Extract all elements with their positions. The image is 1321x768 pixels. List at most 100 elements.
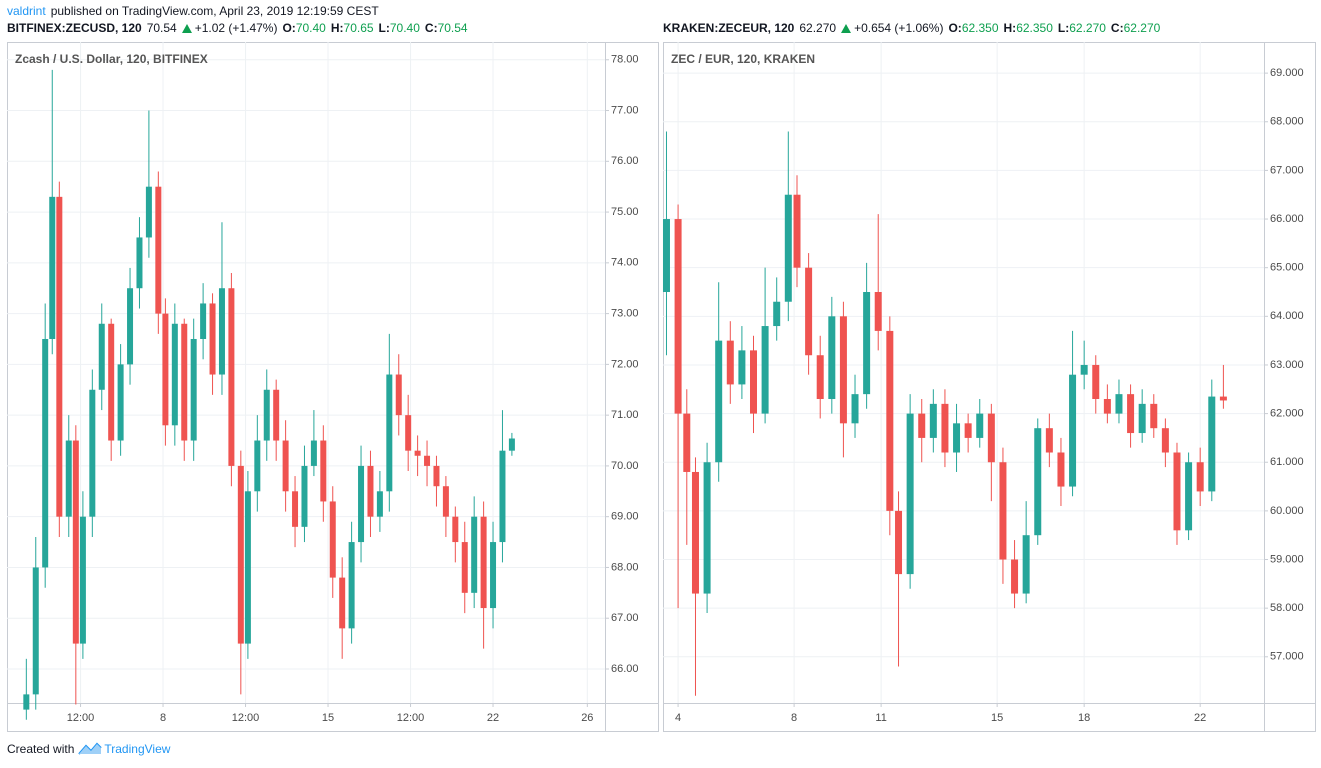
candle-body — [480, 516, 487, 609]
candle-body — [1196, 462, 1204, 492]
high-value: 70.65 — [343, 21, 374, 35]
candle-body — [691, 471, 699, 594]
candle-body — [793, 194, 801, 268]
candle-body — [329, 501, 336, 578]
candle-body — [433, 465, 440, 487]
candle-body — [863, 292, 871, 395]
candle-body — [874, 292, 882, 331]
candle-body — [171, 323, 178, 426]
candle-body — [339, 577, 346, 629]
candle-body — [244, 491, 251, 644]
candle-body — [1208, 396, 1216, 492]
candle-body — [218, 288, 225, 375]
low-label: L: — [378, 21, 390, 35]
candle-body — [953, 423, 961, 453]
candle-body — [1057, 452, 1065, 487]
up-arrow — [841, 23, 852, 33]
y-tick-label: 77.00 — [611, 104, 639, 116]
candle-body — [1219, 396, 1227, 401]
symbol-info: BITFINEX:ZECUSD, 120 70.54 +1.02 (+1.47%… — [7, 21, 468, 35]
candle-body — [662, 219, 670, 293]
x-tick-label: 11 — [875, 712, 886, 724]
x-tick-label: 18 — [1078, 712, 1090, 724]
open-label: O: — [282, 21, 296, 35]
y-tick-label: 73.00 — [611, 308, 639, 320]
last-price: 70.54 — [146, 21, 177, 35]
y-tick-label: 70.00 — [611, 460, 639, 472]
candle-body — [1069, 374, 1077, 487]
candle-body — [773, 301, 781, 327]
candle-body — [964, 423, 972, 438]
y-tick-label: 61.000 — [1270, 456, 1304, 468]
candle-body — [1138, 403, 1146, 434]
open-value: 62.350 — [961, 21, 999, 35]
candle-body — [461, 542, 468, 593]
candle-body — [471, 516, 478, 593]
candle-body — [1045, 428, 1053, 453]
y-tick-label: 75.00 — [611, 206, 639, 218]
candle-body — [918, 413, 926, 438]
y-tick-label: 57.000 — [1270, 651, 1304, 663]
y-tick-label: 74.00 — [611, 257, 639, 269]
y-tick-label: 65.000 — [1270, 262, 1304, 274]
candle-body — [49, 196, 56, 339]
candle-body — [263, 389, 270, 441]
candle-body — [674, 219, 682, 414]
x-tick-label: 15 — [991, 712, 1003, 724]
x-tick-label: 12:00 — [67, 712, 95, 724]
candle-body — [1092, 364, 1100, 400]
symbol-info: KRAKEN:ZECEUR, 120 62.270 +0.654 (+1.06%… — [663, 21, 1160, 35]
candle-body — [89, 389, 96, 517]
brand[interactable]: TradingView — [104, 742, 171, 756]
candle-body — [929, 403, 937, 438]
candle-body — [895, 510, 903, 575]
created-with: Created with — [7, 742, 75, 756]
candle-body — [358, 465, 365, 543]
candle-body — [65, 440, 72, 517]
candle-body — [906, 413, 914, 575]
y-tick-label: 58.000 — [1270, 602, 1304, 614]
chart-layer: 66.00 67.00 68.00 69.00 70.00 71.00 72.00 73.00… — [7, 42, 1304, 724]
candle-body — [715, 340, 723, 463]
x-tick-label: 22 — [487, 712, 499, 724]
candle-body — [851, 394, 859, 424]
y-tick-label: 71.00 — [611, 409, 639, 421]
footer: Created with TradingView — [7, 742, 170, 756]
candle-body — [292, 491, 299, 527]
candle-body — [987, 413, 995, 463]
y-tick-label: 63.000 — [1270, 359, 1304, 371]
candle-body — [508, 438, 515, 451]
candle-body — [79, 516, 86, 644]
close-value: 70.54 — [437, 21, 468, 35]
candle-body — [200, 303, 207, 339]
candle-body — [56, 196, 63, 517]
candle-body — [405, 415, 412, 451]
y-tick-label: 66.00 — [611, 663, 639, 675]
open-label: O: — [948, 21, 962, 35]
candle-body — [1127, 394, 1135, 434]
candle-body — [209, 303, 216, 375]
candle-body — [761, 326, 769, 414]
candle-body — [452, 516, 459, 543]
y-tick-label: 64.000 — [1270, 310, 1304, 322]
open-value: 70.40 — [295, 21, 326, 35]
candle-body — [683, 413, 691, 472]
logo — [78, 742, 103, 755]
author[interactable]: valdrint — [7, 4, 46, 18]
change: +1.02 (+1.47%) — [194, 21, 278, 35]
candle-body — [816, 355, 824, 400]
high-value: 62.350 — [1016, 21, 1053, 35]
candle-body — [490, 542, 497, 609]
candle-body — [228, 288, 235, 466]
published: published on TradingView.com, April 23, … — [50, 4, 379, 18]
x-tick-label: 8 — [791, 712, 797, 724]
candle-body — [310, 440, 317, 466]
change: +0.654 (+1.06%) — [854, 21, 944, 35]
x-tick-label: 4 — [675, 712, 681, 724]
y-tick-label: 76.00 — [611, 155, 639, 167]
low-value: 70.40 — [389, 21, 420, 35]
x-tick-label: 15 — [322, 712, 334, 724]
candle-body — [32, 567, 39, 695]
